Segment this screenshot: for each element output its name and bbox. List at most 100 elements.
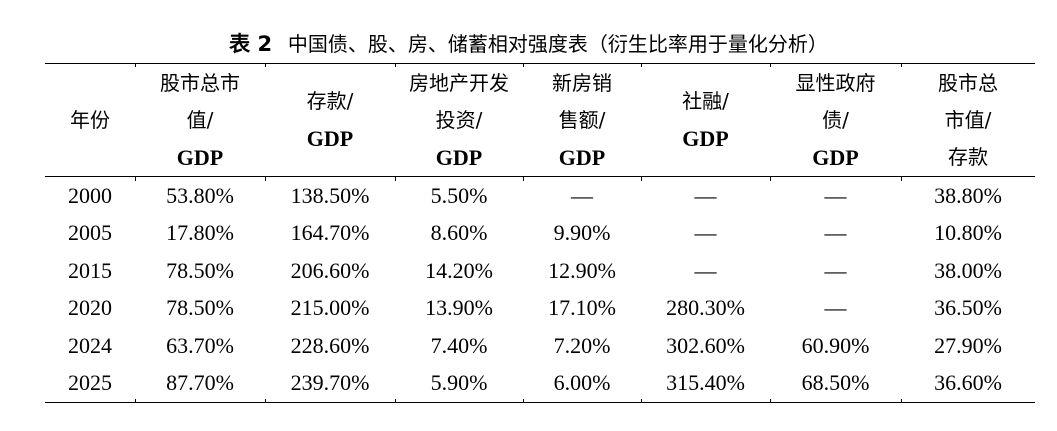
column-header-line: 存款 bbox=[948, 144, 988, 169]
column-header-gdp: GDP bbox=[812, 144, 859, 170]
value-cell: 10.80% bbox=[934, 220, 1002, 246]
value-cell: 38.00% bbox=[934, 257, 1002, 283]
column-tick bbox=[901, 177, 902, 181]
column-header-line: 房地产开发 bbox=[409, 70, 509, 95]
table-row: 2000 53.80% 138.50% 5.50% — — — 38.80% bbox=[45, 177, 1035, 215]
column-header-gdp: GDP bbox=[435, 144, 483, 170]
value-cell: 36.60% bbox=[934, 370, 1002, 396]
year-cell: 2020 bbox=[68, 295, 112, 321]
column-header-line: 债/ bbox=[822, 107, 849, 132]
value-cell: 17.10% bbox=[548, 295, 616, 321]
value-cell: 53.80% bbox=[166, 182, 234, 208]
table-row: 2005 17.80% 164.70% 8.60% 9.90% — — 10.80% bbox=[45, 215, 1035, 253]
column-tick bbox=[395, 399, 396, 403]
value-cell: 302.60% bbox=[666, 332, 745, 358]
value-cell: 138.50% bbox=[290, 182, 370, 208]
value-cell: 78.50% bbox=[166, 257, 234, 283]
column-tick bbox=[265, 177, 266, 181]
header-row: 年份 股市总市 值/GDP 存款/GDP 房地产开发 投资/GDP 新房销 售额/GDP 社融/… bbox=[45, 63, 1035, 177]
value-cell: 17.80% bbox=[166, 220, 234, 246]
column-tick bbox=[901, 63, 902, 67]
value-cell: — bbox=[824, 257, 847, 283]
value-cell: 164.70% bbox=[290, 220, 370, 246]
value-cell: — bbox=[824, 182, 847, 208]
column-tick bbox=[135, 63, 136, 67]
value-cell: 38.80% bbox=[934, 182, 1002, 208]
value-cell: 13.90% bbox=[425, 295, 493, 321]
column-tick bbox=[265, 63, 266, 67]
data-table: 年份 股市总市 值/GDP 存款/GDP 房地产开发 投资/GDP 新房销 售额/GDP 社融/… bbox=[45, 63, 1035, 403]
value-cell: 239.70% bbox=[290, 370, 370, 396]
value-cell: 9.90% bbox=[553, 220, 611, 246]
column-header-line: 股市总 bbox=[938, 70, 998, 95]
column-tick bbox=[523, 177, 524, 181]
table-header: 年份 股市总市 值/GDP 存款/GDP 房地产开发 投资/GDP 新房销 售额/GDP 社融/… bbox=[45, 63, 1035, 177]
column-tick bbox=[135, 399, 136, 403]
column-header-line: 值/ bbox=[186, 107, 214, 132]
column-tick bbox=[523, 399, 524, 403]
value-cell: — bbox=[824, 295, 847, 321]
column-tick bbox=[770, 399, 771, 403]
column-header: 存款/GDP bbox=[265, 64, 395, 177]
value-cell: 215.00% bbox=[290, 295, 370, 321]
value-cell: — bbox=[694, 257, 717, 283]
value-cell: — bbox=[824, 220, 847, 246]
value-cell: — bbox=[694, 220, 717, 246]
column-header-line: 社融/ bbox=[682, 89, 729, 113]
table-body: 2000 53.80% 138.50% 5.50% — — — 38.80% 2005 17.80… bbox=[45, 177, 1035, 403]
year-cell: 2015 bbox=[68, 257, 112, 283]
column-tick bbox=[641, 177, 642, 181]
column-header-gdp: GDP bbox=[176, 144, 224, 170]
column-tick bbox=[135, 177, 136, 181]
value-cell: 27.90% bbox=[934, 332, 1002, 358]
column-tick bbox=[770, 63, 771, 67]
value-cell: 87.70% bbox=[166, 370, 234, 396]
table-row: 2024 63.70% 228.60% 7.40% 7.20% 302.60% 60.90%… bbox=[45, 327, 1035, 365]
column-header-line: 投资/ bbox=[435, 107, 483, 132]
column-tick bbox=[641, 63, 642, 67]
value-cell: 36.50% bbox=[934, 295, 1002, 321]
column-header-line: 市值/ bbox=[944, 107, 992, 132]
value-cell: 7.20% bbox=[553, 332, 611, 358]
column-header-line: 显性政府 bbox=[795, 70, 876, 95]
column-tick bbox=[395, 63, 396, 67]
value-cell: 206.60% bbox=[290, 257, 370, 283]
column-header-line: 售额/ bbox=[558, 107, 606, 132]
value-cell: 5.90% bbox=[430, 370, 488, 396]
column-header-line: 存款/ bbox=[306, 89, 354, 113]
year-cell: 2025 bbox=[68, 370, 112, 396]
value-cell: 8.60% bbox=[430, 220, 488, 246]
column-header-line: 年份 bbox=[70, 107, 110, 132]
column-tick bbox=[265, 399, 266, 403]
value-cell: 280.30% bbox=[666, 295, 745, 321]
value-cell: 228.60% bbox=[290, 332, 370, 358]
value-cell: 315.40% bbox=[666, 370, 745, 396]
column-header: 显性政府债/GDP bbox=[770, 64, 901, 177]
column-tick bbox=[770, 177, 771, 181]
column-header-line: 新房销 bbox=[552, 70, 612, 95]
year-cell: 2000 bbox=[68, 182, 112, 208]
table-row: 2015 78.50% 206.60% 14.20% 12.90% — — 38.00% bbox=[45, 252, 1035, 290]
value-cell: — bbox=[694, 182, 717, 208]
column-header: 社融/GDP bbox=[641, 64, 770, 177]
column-tick bbox=[523, 63, 524, 67]
value-cell: 63.70% bbox=[166, 332, 234, 358]
value-cell: — bbox=[571, 182, 593, 208]
value-cell: 68.50% bbox=[801, 370, 870, 396]
year-cell: 2005 bbox=[68, 220, 112, 246]
value-cell: 5.50% bbox=[430, 182, 488, 208]
table-row: 2025 87.70% 239.70% 5.90% 6.00% 315.40% 68.50%… bbox=[45, 365, 1035, 403]
column-header-line: 股市总市 bbox=[160, 70, 240, 95]
column-tick bbox=[641, 399, 642, 403]
value-cell: 12.90% bbox=[548, 257, 616, 283]
value-cell: 60.90% bbox=[801, 332, 870, 358]
column-tick bbox=[901, 399, 902, 403]
column-tick bbox=[395, 177, 396, 181]
value-cell: 14.20% bbox=[425, 257, 493, 283]
caption-label: 表 2 bbox=[229, 32, 273, 56]
value-cell: 78.50% bbox=[166, 295, 234, 321]
table-row: 2020 78.50% 215.00% 13.90% 17.10% 280.30% — 36.… bbox=[45, 290, 1035, 328]
column-header: 股市总市值/存款 bbox=[901, 64, 1035, 177]
column-header: 新房销 售额/GDP bbox=[523, 64, 641, 177]
year-cell: 2024 bbox=[68, 332, 112, 358]
